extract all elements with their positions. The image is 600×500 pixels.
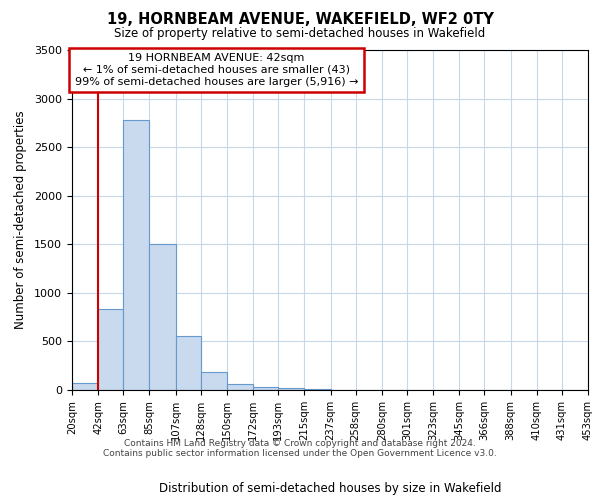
Bar [98,310,123,390]
Bar [123,120,149,390]
Bar [149,244,176,390]
Bar [227,384,253,390]
Text: Contains public sector information licensed under the Open Government Licence v3: Contains public sector information licen… [103,448,497,458]
Bar [176,336,201,390]
Text: 19, HORNBEAM AVENUE, WAKEFIELD, WF2 0TY: 19, HORNBEAM AVENUE, WAKEFIELD, WF2 0TY [107,12,493,28]
Bar [253,387,278,390]
Text: Size of property relative to semi-detached houses in Wakefield: Size of property relative to semi-detach… [115,28,485,40]
Text: Contains HM Land Registry data © Crown copyright and database right 2024.: Contains HM Land Registry data © Crown c… [124,438,476,448]
Text: 19 HORNBEAM AVENUE: 42sqm
← 1% of semi-detached houses are smaller (43)
99% of s: 19 HORNBEAM AVENUE: 42sqm ← 1% of semi-d… [75,54,358,86]
Bar [278,388,304,390]
Bar [304,389,331,390]
Bar [201,372,227,390]
Y-axis label: Number of semi-detached properties: Number of semi-detached properties [14,110,27,330]
Bar [72,383,98,390]
Text: Distribution of semi-detached houses by size in Wakefield: Distribution of semi-detached houses by … [159,482,501,495]
